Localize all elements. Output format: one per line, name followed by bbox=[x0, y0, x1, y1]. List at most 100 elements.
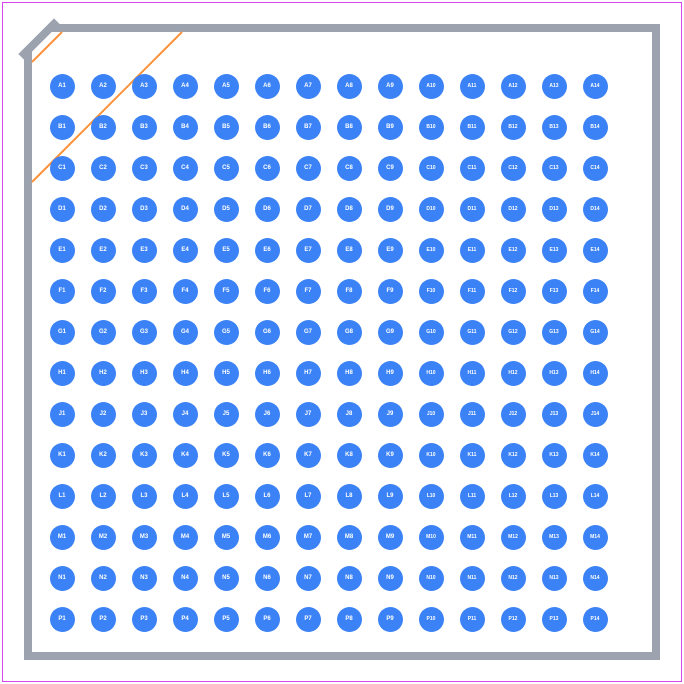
ball-pad: P5 bbox=[214, 607, 239, 632]
ball-pad: J10 bbox=[419, 402, 444, 427]
ball-pad: M13 bbox=[542, 525, 567, 550]
ball-pad: B4 bbox=[173, 115, 198, 140]
ball-pad: B14 bbox=[583, 115, 608, 140]
ball-pad: E13 bbox=[542, 238, 567, 263]
ball-pad: C8 bbox=[337, 156, 362, 181]
ball-pad: E2 bbox=[91, 238, 116, 263]
ball-pad: B7 bbox=[296, 115, 321, 140]
ball-pad: C3 bbox=[132, 156, 157, 181]
ball-pad: L3 bbox=[132, 484, 157, 509]
ball-pad: N2 bbox=[91, 566, 116, 591]
ball-pad: D14 bbox=[583, 197, 608, 222]
ball-pad: G2 bbox=[91, 320, 116, 345]
ball-pad: H13 bbox=[542, 361, 567, 386]
ball-pad: M12 bbox=[501, 525, 526, 550]
ball-pad: A6 bbox=[255, 74, 280, 99]
ball-pad: L10 bbox=[419, 484, 444, 509]
ball-pad: H11 bbox=[460, 361, 485, 386]
ball-pad: P1 bbox=[50, 607, 75, 632]
ball-pad: G14 bbox=[583, 320, 608, 345]
ball-pad: B3 bbox=[132, 115, 157, 140]
ball-pad: N3 bbox=[132, 566, 157, 591]
ball-pad: L8 bbox=[337, 484, 362, 509]
ball-pad: B10 bbox=[419, 115, 444, 140]
ball-pad: J2 bbox=[91, 402, 116, 427]
ball-pad: G11 bbox=[460, 320, 485, 345]
ball-pad: K12 bbox=[501, 443, 526, 468]
ball-pad: A10 bbox=[419, 74, 444, 99]
ball-pad: K7 bbox=[296, 443, 321, 468]
ball-pad: B12 bbox=[501, 115, 526, 140]
ball-pad: J9 bbox=[378, 402, 403, 427]
ball-pad: N12 bbox=[501, 566, 526, 591]
ball-pad: L1 bbox=[50, 484, 75, 509]
ball-pad: E10 bbox=[419, 238, 444, 263]
ball-pad: L6 bbox=[255, 484, 280, 509]
ball-pad: H4 bbox=[173, 361, 198, 386]
ball-pad: G7 bbox=[296, 320, 321, 345]
ball-pad: M8 bbox=[337, 525, 362, 550]
ball-pad: A1 bbox=[50, 74, 75, 99]
ball-pad: G13 bbox=[542, 320, 567, 345]
ball-pad: H2 bbox=[91, 361, 116, 386]
ball-pad: G6 bbox=[255, 320, 280, 345]
ball-pad: J6 bbox=[255, 402, 280, 427]
ball-pad: G4 bbox=[173, 320, 198, 345]
ball-pad: B9 bbox=[378, 115, 403, 140]
ball-pad: C9 bbox=[378, 156, 403, 181]
ball-pad: H3 bbox=[132, 361, 157, 386]
ball-pad: E7 bbox=[296, 238, 321, 263]
ball-pad: A9 bbox=[378, 74, 403, 99]
ball-pad: E6 bbox=[255, 238, 280, 263]
ball-pad: G12 bbox=[501, 320, 526, 345]
ball-pad: P11 bbox=[460, 607, 485, 632]
ball-pad: D8 bbox=[337, 197, 362, 222]
ball-pad: J12 bbox=[501, 402, 526, 427]
ball-pad: J1 bbox=[50, 402, 75, 427]
ball-pad: K13 bbox=[542, 443, 567, 468]
ball-pad: A4 bbox=[173, 74, 198, 99]
ball-pad: K10 bbox=[419, 443, 444, 468]
ball-pad: P10 bbox=[419, 607, 444, 632]
ball-pad: F4 bbox=[173, 279, 198, 304]
ball-pad: K11 bbox=[460, 443, 485, 468]
ball-pad: E5 bbox=[214, 238, 239, 263]
ball-pad: D6 bbox=[255, 197, 280, 222]
ball-pad: C13 bbox=[542, 156, 567, 181]
ball-pad: L7 bbox=[296, 484, 321, 509]
ball-pad: A2 bbox=[91, 74, 116, 99]
ball-pad: K1 bbox=[50, 443, 75, 468]
ball-pad: B2 bbox=[91, 115, 116, 140]
ball-pad: J11 bbox=[460, 402, 485, 427]
ball-pad: B6 bbox=[255, 115, 280, 140]
ball-pad: L12 bbox=[501, 484, 526, 509]
ball-pad: G9 bbox=[378, 320, 403, 345]
ball-pad: D9 bbox=[378, 197, 403, 222]
ball-pad: F14 bbox=[583, 279, 608, 304]
ball-pad: F9 bbox=[378, 279, 403, 304]
ball-pad: E12 bbox=[501, 238, 526, 263]
ball-pad: C14 bbox=[583, 156, 608, 181]
ball-pad: D7 bbox=[296, 197, 321, 222]
ball-pad: N11 bbox=[460, 566, 485, 591]
ball-pad: M4 bbox=[173, 525, 198, 550]
ball-pad: D10 bbox=[419, 197, 444, 222]
ball-pad: A8 bbox=[337, 74, 362, 99]
ball-pad: C7 bbox=[296, 156, 321, 181]
ball-pad: B11 bbox=[460, 115, 485, 140]
ball-pad: P6 bbox=[255, 607, 280, 632]
ball-pad: J4 bbox=[173, 402, 198, 427]
ball-pad: H10 bbox=[419, 361, 444, 386]
ball-pad: C2 bbox=[91, 156, 116, 181]
ball-pad: F5 bbox=[214, 279, 239, 304]
ball-pad: J5 bbox=[214, 402, 239, 427]
ball-pad: P13 bbox=[542, 607, 567, 632]
ball-pad: N6 bbox=[255, 566, 280, 591]
ball-pad: L4 bbox=[173, 484, 198, 509]
ball-pad: N7 bbox=[296, 566, 321, 591]
ball-pad: G5 bbox=[214, 320, 239, 345]
ball-pad: F10 bbox=[419, 279, 444, 304]
ball-pad: P9 bbox=[378, 607, 403, 632]
ball-pad: H14 bbox=[583, 361, 608, 386]
ball-pad: P3 bbox=[132, 607, 157, 632]
